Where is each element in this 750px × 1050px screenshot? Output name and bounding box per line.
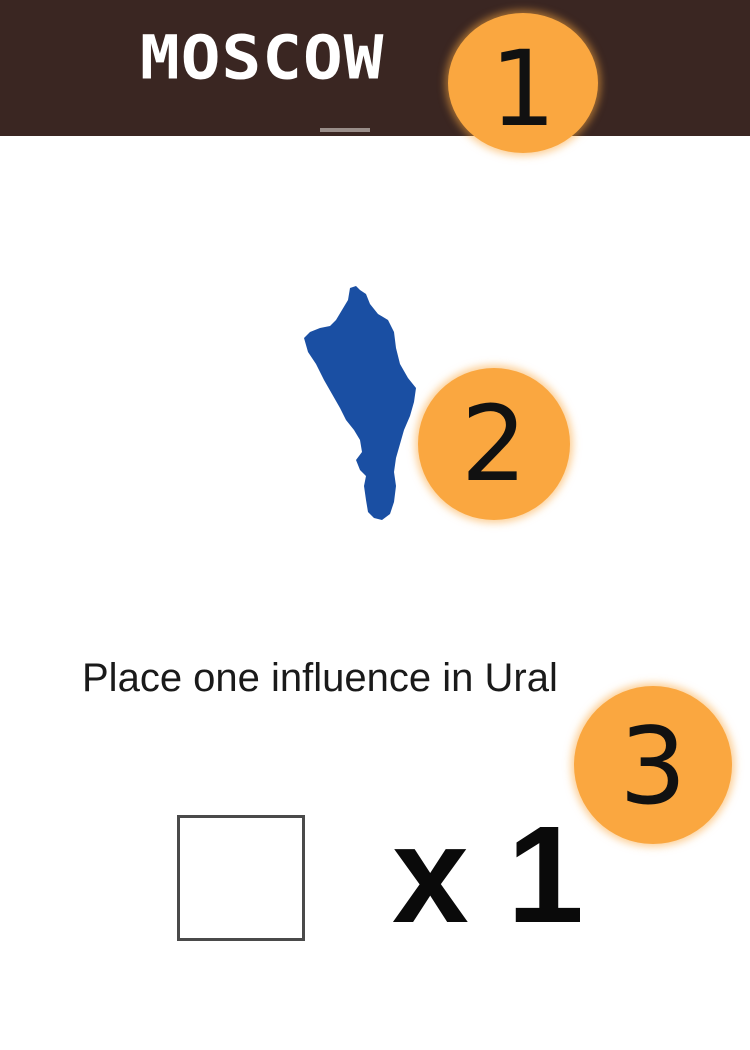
callout-badge-1: 1	[448, 13, 598, 153]
callout-badge-2: 2	[418, 368, 570, 520]
header-bar: MOSCOW	[0, 0, 750, 136]
callout-badge-3: 3	[574, 686, 732, 844]
ural-region-shape	[304, 286, 416, 520]
influence-token-box[interactable]	[177, 815, 305, 941]
card-title: MOSCOW	[140, 22, 385, 94]
header-divider	[320, 128, 370, 132]
token-count-label: x 1	[392, 798, 584, 952]
ural-region-map-icon[interactable]	[296, 280, 426, 530]
instruction-text: Place one influence in Ural	[82, 656, 558, 700]
